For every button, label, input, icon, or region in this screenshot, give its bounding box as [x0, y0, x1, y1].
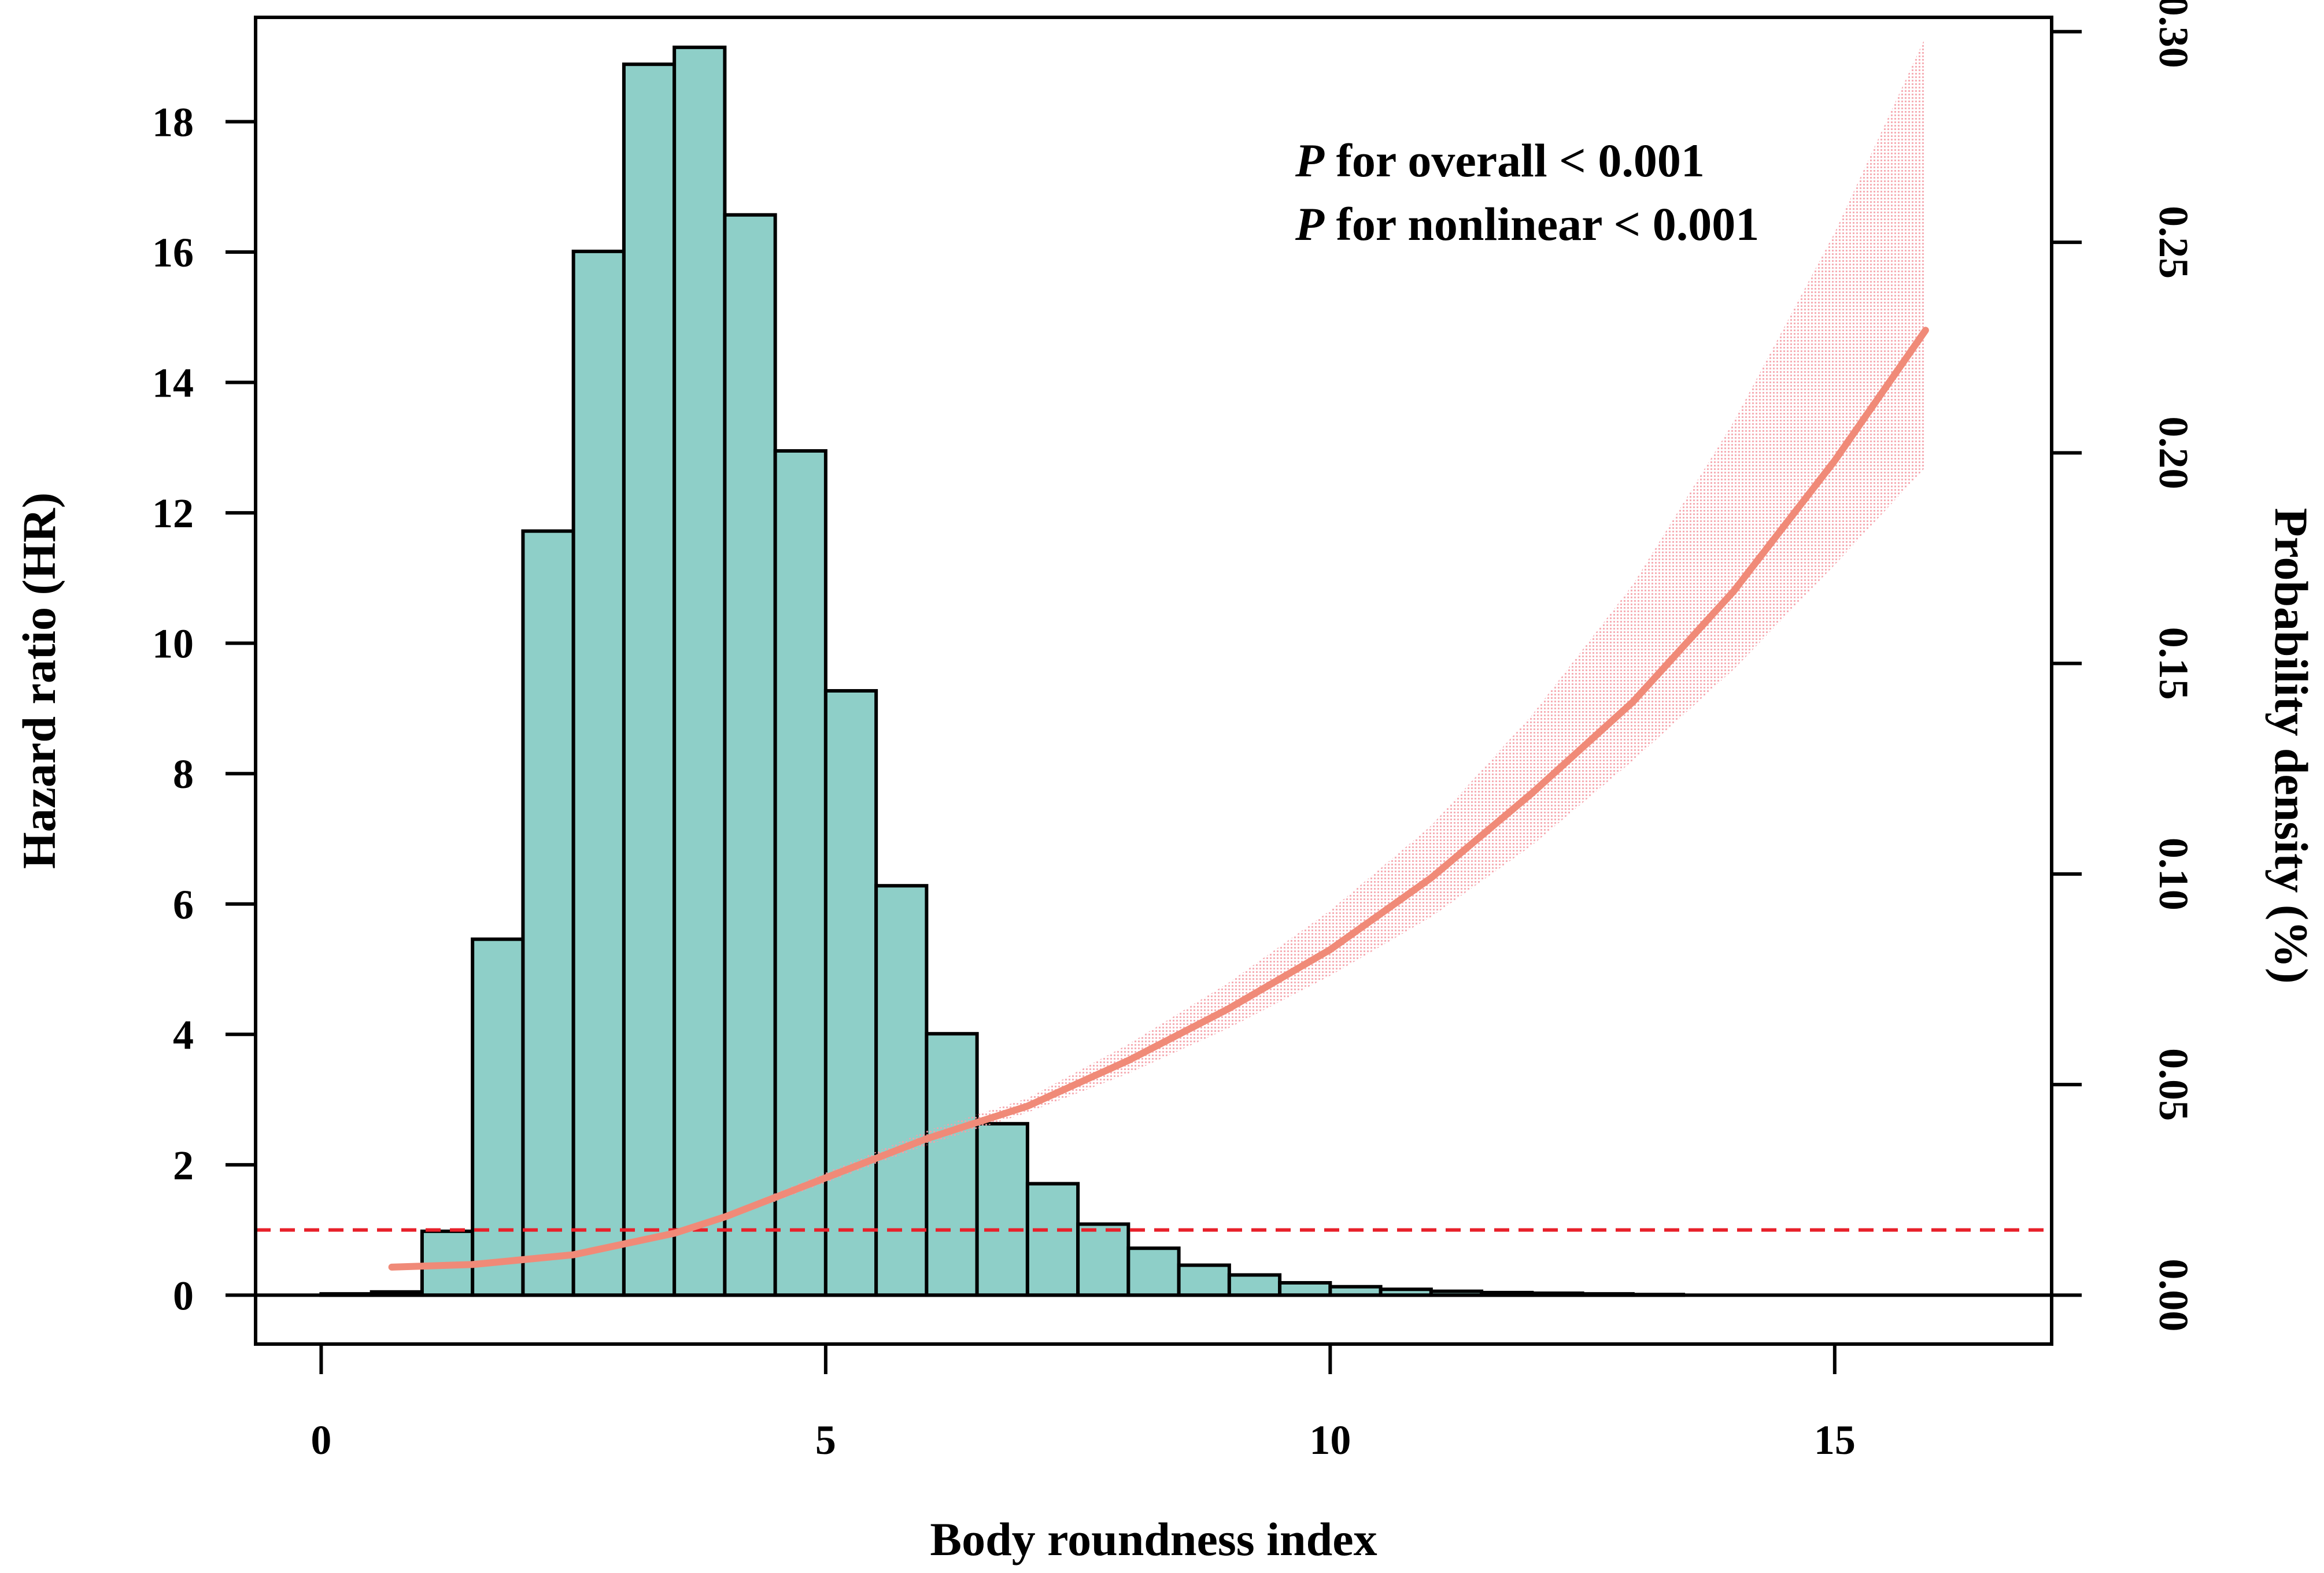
histogram-bar — [874, 884, 929, 1297]
p-nonlinear-annotation: P for nonlinear < 0.001 — [1295, 198, 1759, 250]
x-tick-label: 15 — [1814, 1417, 1856, 1463]
x-axis-ticks: 0 5 10 15 — [311, 1344, 1856, 1463]
x-tick-label: 5 — [815, 1417, 836, 1463]
y-right-axis-title: Probability density (%) — [2265, 508, 2318, 983]
y-left-tick-label: 14 — [152, 360, 194, 406]
y-right-tick-label: 0.00 — [2151, 1259, 2197, 1331]
histogram-bar — [571, 249, 626, 1297]
y-left-tick-label: 12 — [152, 490, 194, 536]
x-axis-title: Body roundness index — [930, 1513, 1377, 1565]
p-overall-symbol: P — [1295, 134, 1325, 187]
histogram-bar — [521, 529, 575, 1297]
x-tick-label: 0 — [311, 1417, 331, 1463]
histogram-bar — [1076, 1222, 1130, 1297]
y-left-axis-title: Hazard ratio (HR) — [13, 493, 65, 869]
histogram-bar — [1177, 1263, 1231, 1297]
histogram-bar — [1227, 1273, 1282, 1297]
y-left-tick-label: 16 — [152, 230, 194, 276]
y-left-tick-label: 4 — [173, 1012, 194, 1058]
hr-confidence-band — [391, 36, 1926, 1271]
y-left-axis-ticks: 0 2 4 6 8 10 12 14 16 18 — [152, 99, 256, 1319]
y-right-tick-label: 0.05 — [2151, 1048, 2197, 1121]
histogram-bar — [673, 45, 727, 1297]
histogram-bar — [471, 937, 525, 1297]
p-overall-text: for overall < 0.001 — [1324, 134, 1705, 187]
histogram-bar — [773, 449, 827, 1297]
y-left-tick-label: 0 — [173, 1272, 194, 1319]
histogram-bar — [925, 1032, 979, 1297]
p-nonlinear-symbol: P — [1295, 198, 1325, 250]
y-right-tick-label: 0.15 — [2151, 627, 2197, 700]
y-left-tick-label: 8 — [173, 751, 194, 797]
histogram-bars — [319, 45, 1686, 1297]
histogram-bar — [975, 1122, 1029, 1297]
y-right-tick-label: 0.20 — [2151, 416, 2197, 489]
y-left-tick-label: 6 — [173, 882, 194, 928]
histogram-bar — [823, 689, 878, 1297]
y-left-tick-label: 2 — [173, 1142, 194, 1189]
y-right-tick-label: 0.10 — [2151, 838, 2197, 911]
hr-curve — [388, 327, 1929, 1271]
histogram-bar — [723, 213, 777, 1297]
histogram-bar — [1126, 1246, 1181, 1297]
histogram-bar — [622, 62, 677, 1297]
histogram-bar — [1025, 1182, 1080, 1297]
x-tick-label: 10 — [1309, 1417, 1351, 1463]
y-left-tick-label: 18 — [152, 99, 194, 145]
y-right-tick-label: 0.30 — [2151, 0, 2197, 68]
y-left-tick-label: 10 — [152, 621, 194, 667]
p-nonlinear-text: for nonlinear < 0.001 — [1324, 198, 1759, 250]
p-overall-annotation: P for overall < 0.001 — [1295, 134, 1705, 187]
y-right-axis-ticks: 0.00 0.05 0.10 0.15 0.20 0.25 0.30 — [2052, 0, 2197, 1331]
plot-frame — [254, 16, 2053, 1346]
histogram-bar — [1278, 1280, 1332, 1297]
y-right-tick-label: 0.25 — [2151, 206, 2197, 279]
